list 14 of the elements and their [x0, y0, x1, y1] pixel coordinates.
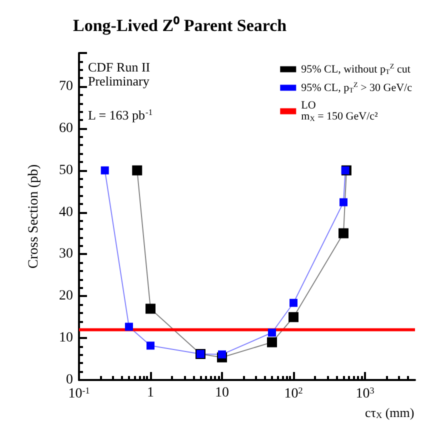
- y-tick-label: 70: [59, 79, 73, 94]
- y-tick-label: 40: [59, 204, 73, 220]
- x-tick-label: 1: [147, 386, 154, 400]
- y-tick-label: 50: [59, 162, 73, 178]
- x-axis-title: cτX (mm): [365, 405, 414, 420]
- chart-title: Long-Lived Z⁰ Parent Search: [73, 16, 288, 35]
- annotation: CDF Run II Preliminary: [88, 60, 150, 88]
- y-axis-title: Cross Section (pb): [26, 164, 42, 269]
- x-tick-label: 10: [215, 386, 230, 400]
- y-tick-label: 0: [66, 372, 73, 388]
- y-tick-label: 60: [59, 120, 73, 136]
- y-tick-label: 30: [59, 246, 73, 262]
- y-tick-label: 10: [59, 330, 73, 346]
- y-tick-label: 20: [59, 288, 73, 304]
